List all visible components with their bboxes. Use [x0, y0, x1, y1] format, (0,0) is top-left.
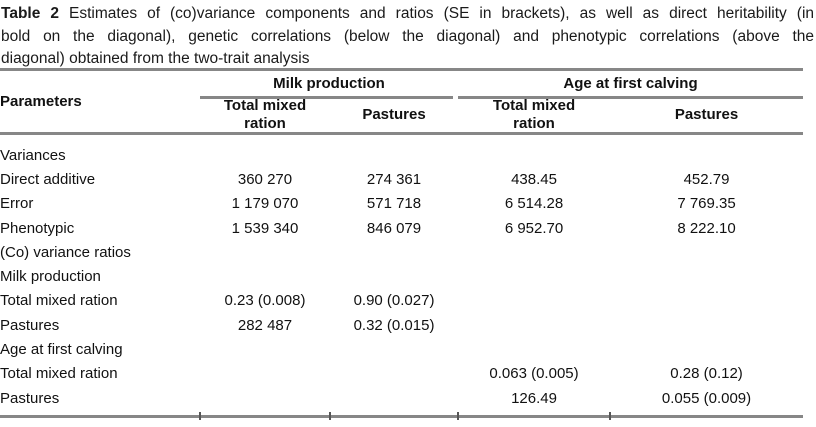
value-cell: [610, 337, 803, 361]
table-row: Direct additive 360 270 274 361 438.45 452.7…: [0, 167, 803, 191]
results-table: Parameters Milk production Age at first …: [0, 71, 803, 410]
column-boundary-tick: [199, 412, 201, 420]
caption-text: Estimates of (co)variance components and…: [69, 5, 815, 22]
value-cell: 1 179 070: [231, 195, 299, 213]
value-cell: 0.055 (0.009): [661, 389, 752, 407]
value-cell: [458, 337, 610, 361]
value-cell: 571 718: [366, 195, 422, 213]
value-cell: 0.28 (0.12): [670, 365, 743, 383]
caption-line: bold on the diagonal), genetic correlati…: [1, 27, 814, 45]
value-cell: [610, 143, 803, 167]
value-cell: [458, 289, 610, 313]
table-caption: Table 2 Estimates of (co)variance compon…: [1, 3, 814, 71]
row-label: Pastures: [0, 316, 60, 334]
col-group-age-at-first-calving: Age at first calving: [563, 75, 698, 92]
value-cell: [330, 240, 458, 264]
header-bottom-rule: [0, 132, 803, 135]
caption-line: Table 2 Estimates of (co)variance compon…: [1, 3, 814, 26]
value-cell: 7 769.35: [677, 195, 736, 213]
table-row: (Co) variance ratios: [0, 240, 803, 264]
value-cell: 360 270: [237, 170, 293, 188]
value-cell: 126.49: [511, 389, 557, 407]
row-label: (Co) variance ratios: [0, 243, 131, 261]
value-cell: [200, 240, 330, 264]
row-label: Phenotypic: [0, 219, 75, 237]
table-row: Total mixed ration 0.063 (0.005) 0.28 (0.1…: [0, 362, 803, 386]
col-header-parameters: Parameters: [0, 93, 82, 110]
table-row: Error 1 179 070 571 718 6 514.28 7 769.35: [0, 192, 803, 216]
col-header-label: Total mixed ration: [223, 97, 307, 132]
col-header-label: Total mixed ration: [492, 97, 576, 132]
row-label: Error: [0, 195, 34, 213]
value-cell: 0.90 (0.027): [353, 292, 435, 310]
value-cell: 6 514.28: [504, 195, 564, 213]
value-cell: [458, 240, 610, 264]
value-cell: [610, 313, 803, 337]
value-cell: [200, 264, 330, 288]
table-row: Age at first calving: [0, 337, 803, 361]
value-cell: [200, 386, 330, 410]
row-label: Pastures: [0, 389, 60, 407]
table-row: Milk production: [0, 264, 803, 288]
value-cell: 438.45: [511, 170, 557, 188]
column-boundary-tick: [329, 412, 331, 420]
col-header-milk-pastures: Pastures: [330, 97, 458, 133]
table-row: Pastures 282 487 0.32 (0.015): [0, 313, 803, 337]
table-bottom-rule: [0, 415, 803, 418]
column-boundary-tick: [457, 412, 459, 420]
value-cell: [610, 289, 803, 313]
table-row: Variances: [0, 143, 803, 167]
value-cell: 282 487: [237, 316, 293, 334]
table-top-rule: [0, 68, 803, 71]
col-header-afc-tmr: Total mixed ration: [458, 97, 610, 133]
row-label: Direct additive: [0, 170, 96, 188]
value-cell: 846 079: [366, 219, 422, 237]
value-cell: 0.063 (0.005): [489, 365, 579, 383]
header-sub-row: Total mixed ration Pastures Total mixed …: [0, 97, 803, 133]
value-cell: [200, 362, 330, 386]
afc-spanner-rule: [458, 96, 803, 99]
table-row: Pastures 126.49 0.055 (0.009): [0, 386, 803, 410]
col-group-milk-production: Milk production: [273, 75, 385, 92]
row-label: Total mixed ration: [0, 292, 118, 310]
value-cell: [610, 240, 803, 264]
table-label: Table 2: [1, 5, 59, 22]
table-row: Total mixed ration 0.23 (0.008) 0.90 (0.02…: [0, 289, 803, 313]
column-boundary-tick: [609, 412, 611, 420]
value-cell: 0.23 (0.008): [224, 292, 306, 310]
value-cell: [200, 337, 330, 361]
value-cell: 1 539 340: [231, 219, 299, 237]
value-cell: 274 361: [366, 170, 422, 188]
value-cell: [330, 264, 458, 288]
value-cell: 0.32 (0.015): [353, 316, 435, 334]
value-cell: 8 222.10: [677, 219, 736, 237]
caption-line: diagonal) obtained from the two-trait an…: [1, 50, 310, 67]
value-cell: [458, 264, 610, 288]
col-header-milk-tmr: Total mixed ration: [200, 97, 330, 133]
col-header-afc-pastures: Pastures: [610, 97, 803, 133]
header-group-row: Parameters Milk production Age at first …: [0, 71, 803, 110]
value-cell: [458, 313, 610, 337]
table-row: Phenotypic 1 539 340 846 079 6 952.70 8 222.…: [0, 216, 803, 240]
row-label: Variances: [0, 146, 66, 164]
row-label: Age at first calving: [0, 341, 123, 359]
value-cell: [330, 143, 458, 167]
value-cell: [610, 264, 803, 288]
col-header-label: Pastures: [674, 106, 739, 123]
value-cell: [330, 337, 458, 361]
col-header-label: Pastures: [362, 106, 426, 123]
value-cell: [458, 143, 610, 167]
spacer-row: [0, 133, 803, 143]
row-label: Total mixed ration: [0, 365, 118, 383]
value-cell: [330, 362, 458, 386]
milk-production-spanner-rule: [200, 96, 453, 99]
value-cell: 452.79: [683, 170, 730, 188]
value-cell: [330, 386, 458, 410]
row-label: Milk production: [0, 268, 101, 286]
value-cell: [200, 143, 330, 167]
value-cell: 6 952.70: [504, 219, 564, 237]
